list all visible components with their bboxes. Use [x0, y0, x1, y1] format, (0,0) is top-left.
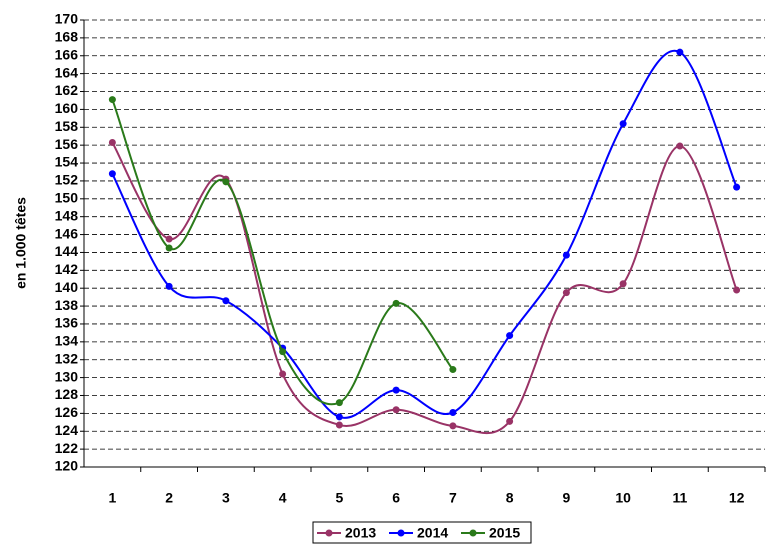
- y-tick-label: 122: [55, 440, 79, 456]
- data-point: [165, 235, 173, 243]
- y-tick-label: 140: [55, 279, 79, 295]
- data-point: [562, 289, 570, 297]
- x-tick-label: 6: [392, 490, 400, 506]
- data-point: [449, 408, 457, 416]
- x-tick-label: 7: [449, 490, 457, 506]
- y-tick-label: 164: [55, 64, 79, 80]
- series-line: [111, 99, 454, 406]
- legend-label: 2013: [345, 525, 376, 541]
- y-tick-label: 152: [55, 172, 79, 188]
- legend-box: [312, 521, 532, 544]
- data-point: [733, 286, 741, 294]
- y-tick-label: 146: [55, 225, 79, 241]
- y-tick-label: 154: [55, 154, 79, 170]
- legend-label: 2015: [489, 525, 520, 541]
- y-tick-label: 142: [55, 261, 79, 277]
- data-point: [392, 299, 400, 307]
- x-tick-label: 12: [729, 490, 745, 506]
- y-tick-label: 120: [55, 458, 79, 474]
- data-point: [165, 244, 173, 252]
- data-point: [506, 417, 514, 425]
- data-point: [108, 170, 116, 178]
- y-tick-label: 162: [55, 82, 79, 98]
- y-tick-label: 130: [55, 368, 79, 384]
- legend-marker: [397, 529, 405, 537]
- data-point: [335, 413, 343, 421]
- data-point: [619, 280, 627, 288]
- y-tick-label: 136: [55, 315, 79, 331]
- data-point: [619, 120, 627, 128]
- x-tick-label: 5: [335, 490, 343, 506]
- x-tick-label: 8: [506, 490, 514, 506]
- x-tick-label: 10: [615, 490, 631, 506]
- data-point: [279, 348, 287, 356]
- series-line: [111, 49, 738, 419]
- data-point: [108, 96, 116, 104]
- x-tick-label: 3: [222, 490, 230, 506]
- y-tick-label: 170: [55, 11, 79, 27]
- data-point: [335, 399, 343, 407]
- y-tick-label: 156: [55, 136, 79, 152]
- y-tick-label: 138: [55, 297, 79, 313]
- data-point: [676, 48, 684, 56]
- data-point: [449, 422, 457, 430]
- data-point: [222, 297, 230, 305]
- y-tick-label: 158: [55, 118, 79, 134]
- x-tick-label: 4: [279, 490, 287, 506]
- data-point: [165, 282, 173, 290]
- data-point: [733, 183, 741, 191]
- data-point: [506, 332, 514, 340]
- data-point: [562, 251, 570, 259]
- legend-marker: [325, 529, 333, 537]
- y-axis-label: en 1.000 têtes: [13, 197, 29, 289]
- data-point: [335, 421, 343, 429]
- y-tick-label: 150: [55, 190, 79, 206]
- data-point: [392, 406, 400, 414]
- x-tick-label: 11: [672, 490, 687, 506]
- y-tick-label: 126: [55, 404, 79, 420]
- y-tick-label: 144: [55, 243, 79, 259]
- x-tick-label: 1: [108, 490, 116, 506]
- data-point: [108, 138, 116, 146]
- y-tick-label: 168: [55, 29, 79, 45]
- series-line: [111, 141, 738, 435]
- y-tick-label: 148: [55, 207, 79, 223]
- x-tick-label: 2: [165, 490, 173, 506]
- data-point: [676, 142, 684, 150]
- y-tick-label: 124: [55, 422, 79, 438]
- legend-label: 2014: [417, 525, 448, 541]
- x-tick-label: 9: [562, 490, 570, 506]
- legend-marker: [469, 529, 477, 537]
- y-tick-label: 134: [55, 333, 79, 349]
- data-point: [222, 178, 230, 186]
- data-point: [392, 386, 400, 394]
- data-point: [279, 370, 287, 378]
- y-tick-label: 132: [55, 350, 79, 366]
- data-point: [449, 366, 457, 374]
- y-tick-label: 160: [55, 100, 79, 116]
- y-tick-label: 128: [55, 386, 79, 402]
- y-tick-label: 166: [55, 46, 79, 62]
